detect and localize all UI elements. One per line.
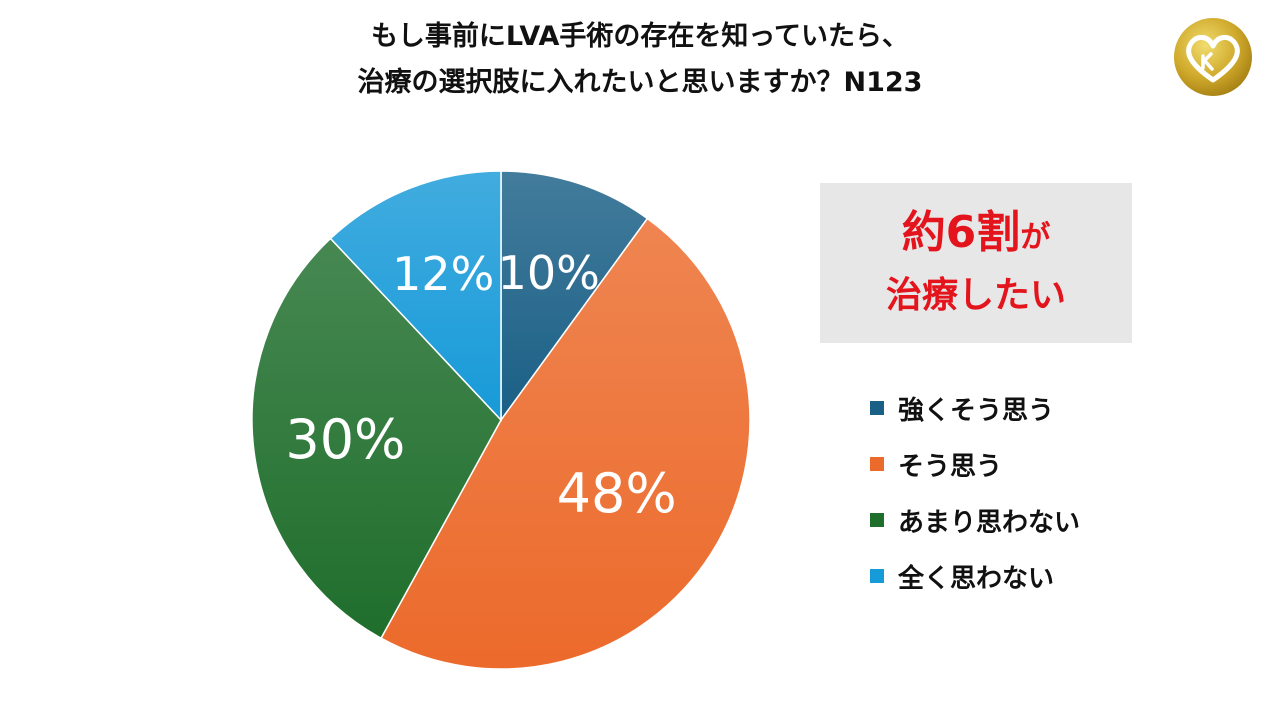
legend: 強くそう思う そう思う あまり思わない 全く思わない bbox=[870, 380, 1230, 604]
callout-box: 約6割が 治療したい bbox=[820, 183, 1132, 343]
callout-main-text: 約6割 bbox=[901, 207, 1021, 258]
chart-title-line-1: もし事前にLVA手術の存在を知っていたら、 bbox=[370, 21, 910, 52]
legend-label: 全く思わない bbox=[898, 563, 1055, 594]
callout-sub: 治療したい bbox=[885, 275, 1066, 316]
legend-item-agree: そう思う bbox=[870, 436, 1230, 492]
chart-title-line-2: 治療の選択肢に入れたいと思いますか？N123 bbox=[357, 67, 923, 98]
legend-swatch bbox=[870, 401, 884, 415]
legend-item-disagree: あまり思わない bbox=[870, 492, 1230, 548]
legend-item-strongly-agree: 強くそう思う bbox=[870, 380, 1230, 436]
legend-item-strongly-disagree: 全く思わない bbox=[870, 548, 1230, 604]
legend-swatch bbox=[870, 513, 884, 527]
pie-slice-strongly-agree bbox=[500, 170, 649, 423]
pie-slice-strongly-disagree bbox=[329, 170, 502, 422]
pie-label-agree: 48% bbox=[557, 462, 677, 525]
legend-label: 強くそう思う bbox=[898, 395, 1055, 426]
pie-label-strongly-disagree: 12% bbox=[392, 247, 494, 301]
legend-label: あまり思わない bbox=[898, 507, 1081, 538]
heart-logo-icon bbox=[1174, 18, 1252, 96]
pie-label-disagree: 30% bbox=[285, 408, 405, 471]
pie-label-strongly-agree: 10% bbox=[498, 246, 600, 300]
callout-suffix: が bbox=[1020, 220, 1051, 255]
callout-main: 約6割が bbox=[820, 203, 1132, 268]
legend-swatch bbox=[870, 457, 884, 471]
pie-slice-agree bbox=[380, 217, 751, 670]
pie-slice-disagree bbox=[251, 237, 502, 640]
chart-title: もし事前にLVA手術の存在を知っていたら、 治療の選択肢に入れたいと思いますか？… bbox=[0, 14, 1280, 106]
legend-swatch bbox=[870, 569, 884, 583]
legend-label: そう思う bbox=[898, 451, 1003, 482]
